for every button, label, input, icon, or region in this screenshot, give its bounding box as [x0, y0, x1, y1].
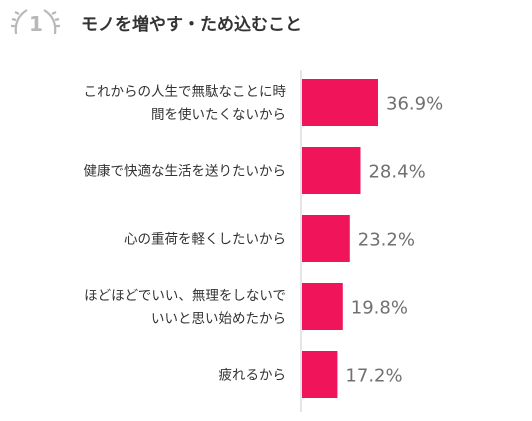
category-label-3: 心の重荷を軽くしたいから	[124, 232, 286, 248]
bar-3	[302, 215, 350, 262]
bar-1	[302, 79, 378, 126]
bars-group	[302, 79, 378, 398]
value-label-5: 17.2%	[345, 366, 402, 387]
bar-4	[302, 283, 343, 330]
category-label-4: ほどほどでいい、無理をしないでいいと思い始めたから	[84, 288, 286, 327]
value-label-3: 23.2%	[358, 230, 415, 251]
value-labels: 36.9% 28.4% 23.2% 19.8% 17.2%	[345, 94, 443, 387]
category-labels: これからの人生で無駄なことに時間を使いたくないから健康で快適な生活を送りたいから…	[84, 84, 287, 384]
category-label-5: 疲れるから	[219, 367, 287, 384]
value-label-2: 28.4%	[368, 162, 425, 183]
value-label-4: 19.8%	[351, 298, 408, 319]
category-label-2: 健康で快適な生活を送りたいから	[84, 163, 287, 180]
category-label-1: これからの人生で無駄なことに時間を使いたくないから	[84, 84, 287, 123]
bar-2	[302, 147, 361, 194]
chart-title: モノを増やす・ため込むこと	[81, 14, 302, 35]
title-number: 1	[29, 12, 43, 36]
bar-5	[302, 351, 338, 398]
value-label-1: 36.9%	[386, 94, 443, 115]
laurel-icon	[11, 9, 60, 35]
title-badge: 1	[11, 9, 60, 36]
